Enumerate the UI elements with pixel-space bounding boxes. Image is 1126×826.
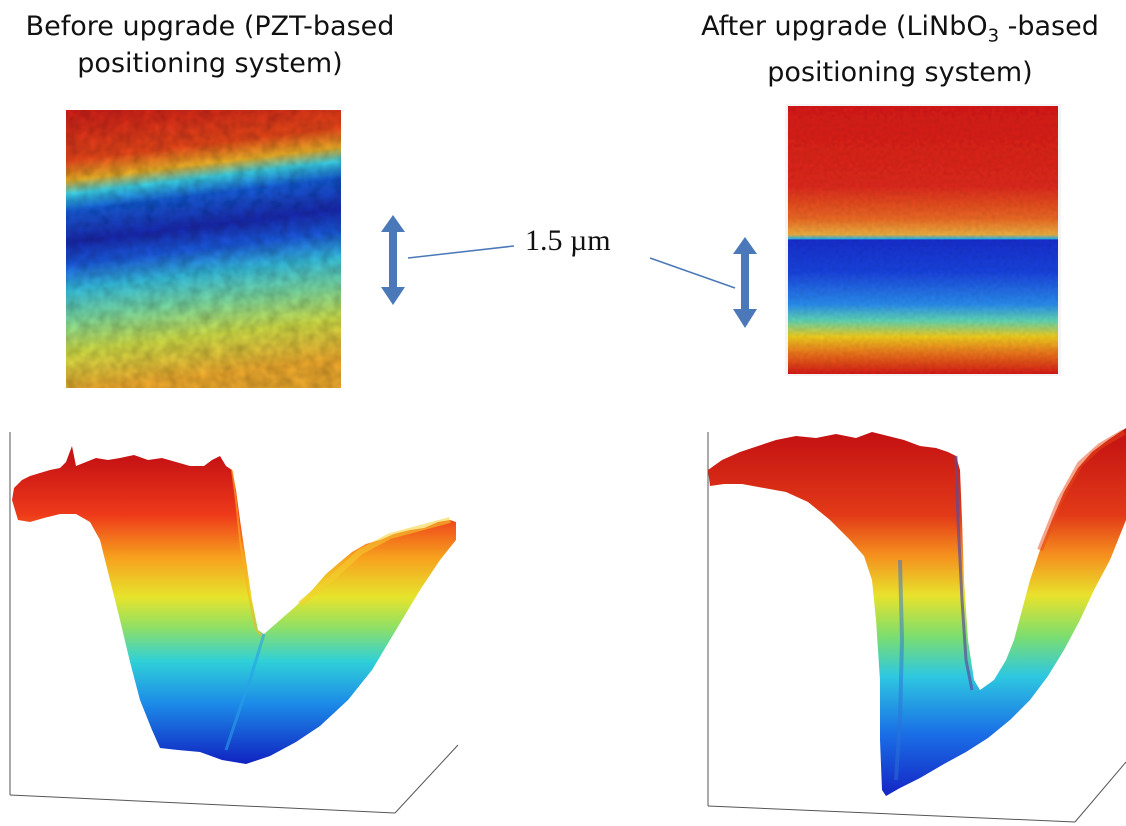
before-3d-axes	[9, 432, 459, 814]
leader-line-left	[407, 245, 515, 259]
title-before-upgrade: Before upgrade (PZT-based positioning sy…	[10, 8, 410, 82]
title-after-suffix: -based	[999, 11, 1099, 42]
title-after-prefix: After upgrade (LiNbO	[701, 11, 988, 42]
leader-line-right	[649, 257, 736, 289]
after-3d-axes	[707, 432, 1126, 823]
after-3d-surface-plot	[707, 428, 1126, 823]
double-arrow-right	[733, 237, 757, 328]
scale-label: 1.5 µm	[525, 224, 611, 257]
double-arrow-left	[381, 215, 405, 305]
title-before-line1: Before upgrade (PZT-based	[25, 11, 395, 42]
title-after-upgrade: After upgrade (LiNbO3 -based positioning…	[680, 8, 1120, 91]
before-2d-scan-map	[66, 110, 341, 388]
after-2d-scan-map	[785, 104, 1061, 376]
title-after-line1: After upgrade (LiNbO3 -based	[680, 8, 1120, 54]
title-after-subscript: 3	[987, 25, 1000, 47]
title-before-line2: positioning system)	[77, 48, 343, 79]
title-after-line2: positioning system)	[767, 57, 1033, 89]
before-3d-surface-plot	[9, 432, 459, 814]
